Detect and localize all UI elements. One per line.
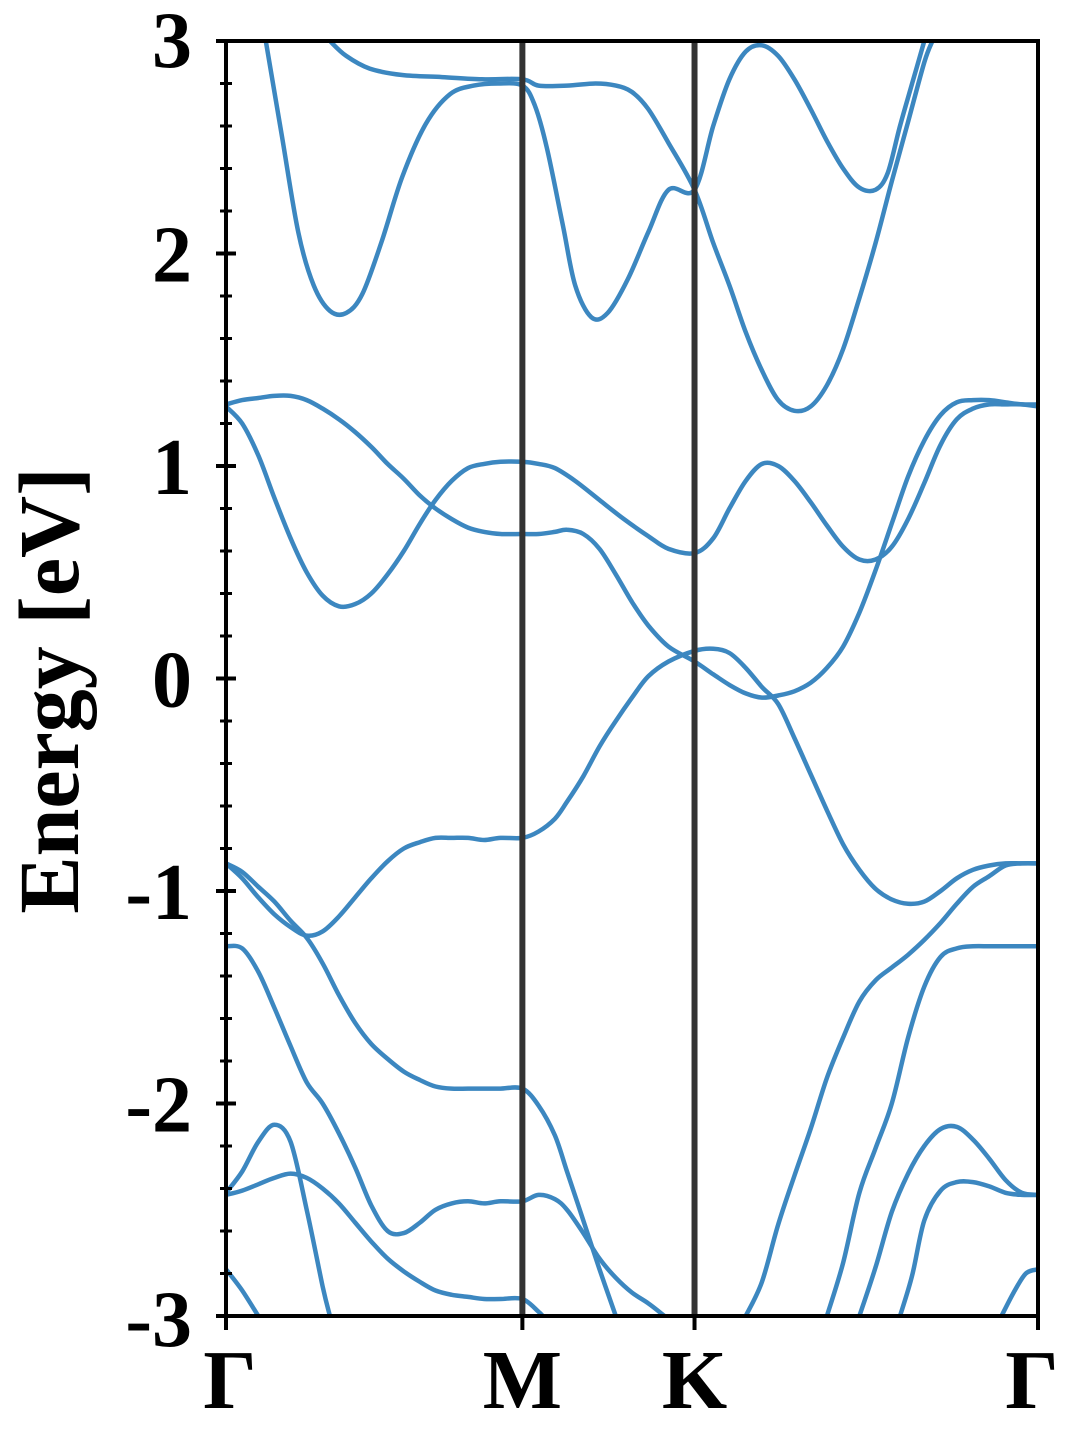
y-tick-label: 2 (152, 212, 192, 300)
y-tick-label: 3 (152, 0, 192, 85)
x-tick-label-3: Γ (1005, 1334, 1058, 1427)
band-line-10 (226, 1267, 261, 1316)
high-symmetry-lines (519, 41, 698, 1316)
band-line-8 (226, 1122, 333, 1316)
band-line-7 (226, 943, 667, 1316)
y-tick-label: -2 (125, 1062, 192, 1150)
band-line-13 (857, 1123, 1038, 1316)
band-line-2 (327, 41, 935, 414)
y-tick-label: 1 (152, 424, 192, 512)
band-line-9 (226, 1171, 545, 1316)
band-line-6 (226, 861, 619, 1316)
x-tick-label-0: Γ (203, 1334, 256, 1427)
band-line-14 (897, 1179, 1038, 1316)
band-line-5 (226, 646, 1038, 939)
y-tick-label: -1 (125, 849, 192, 937)
band-line-1 (263, 41, 927, 322)
band-line-4 (226, 401, 1038, 610)
band-curves (226, 41, 1038, 1316)
plot-frame (224, 39, 1040, 1318)
y-tick-label: 0 (152, 637, 192, 725)
band-line-15 (999, 1267, 1038, 1316)
band-line-12 (824, 943, 1038, 1316)
y-axis-ticks: -3 -2 -1 0 1 2 3 (125, 0, 236, 1364)
band-line-11 (743, 860, 1038, 1316)
y-axis-label: Energy [eV] (1, 467, 97, 914)
y-tick-label: -3 (125, 1276, 192, 1364)
band-line-3 (226, 393, 1038, 700)
x-tick-label-1: M (483, 1334, 562, 1427)
x-tick-label-2: K (662, 1334, 727, 1427)
